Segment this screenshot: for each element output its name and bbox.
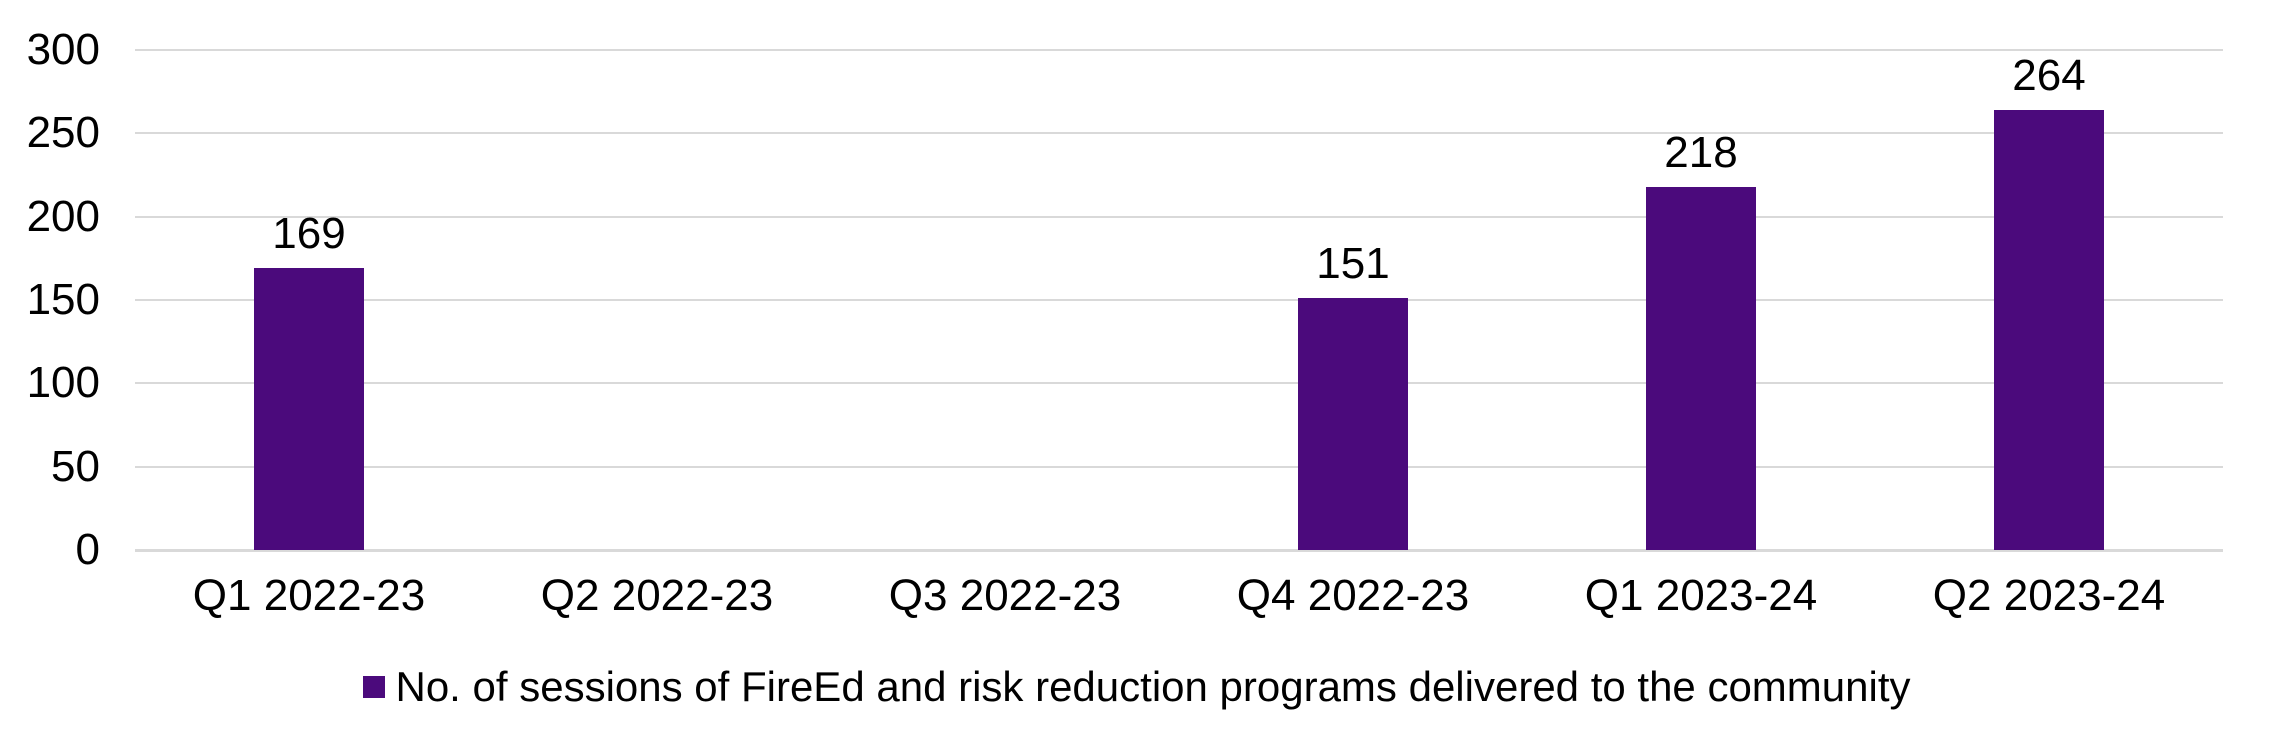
y-axis-tick-label: 150: [26, 275, 100, 324]
bar-value-label: 169: [272, 209, 346, 259]
y-axis-tick-label: 0: [75, 525, 100, 574]
gridline: [135, 549, 2223, 552]
y-axis-tick-label: 100: [26, 358, 100, 408]
bar: [254, 268, 364, 550]
gridline: [135, 382, 2223, 385]
x-axis-category-label: Q3 2022-23: [888, 571, 1122, 620]
bar-value-label: 218: [1664, 127, 1738, 177]
x-axis-category-label: Q4 2022-23: [1236, 571, 1470, 620]
legend-label: No. of sessions of FireEd and risk reduc…: [395, 663, 1911, 710]
bar: [1994, 110, 2104, 550]
gridline: [135, 49, 2223, 51]
gridline: [135, 299, 2223, 301]
y-axis-tick-label: 50: [51, 441, 100, 491]
y-axis-tick-label: 200: [26, 191, 100, 241]
legend: No. of sessions of FireEd and risk reduc…: [0, 662, 2274, 712]
gridline: [135, 215, 2223, 218]
bar-value-label: 151: [1316, 239, 1390, 289]
x-axis-category-label: Q2 2023-24: [1932, 571, 2166, 620]
y-axis-tick-label: 250: [26, 108, 100, 158]
x-axis-category-label: Q1 2023-24: [1584, 571, 1818, 620]
y-axis-tick-label: 300: [26, 25, 100, 74]
bar-value-label: 264: [2012, 51, 2086, 100]
x-axis-category-label: Q2 2022-23: [540, 571, 774, 620]
bar: [1646, 186, 1756, 550]
bar: [1298, 298, 1408, 550]
x-axis-category-label: Q1 2022-23: [192, 571, 426, 620]
gridline: [135, 132, 2223, 135]
legend-marker-swatch: [363, 676, 386, 698]
gridline: [135, 465, 2223, 468]
